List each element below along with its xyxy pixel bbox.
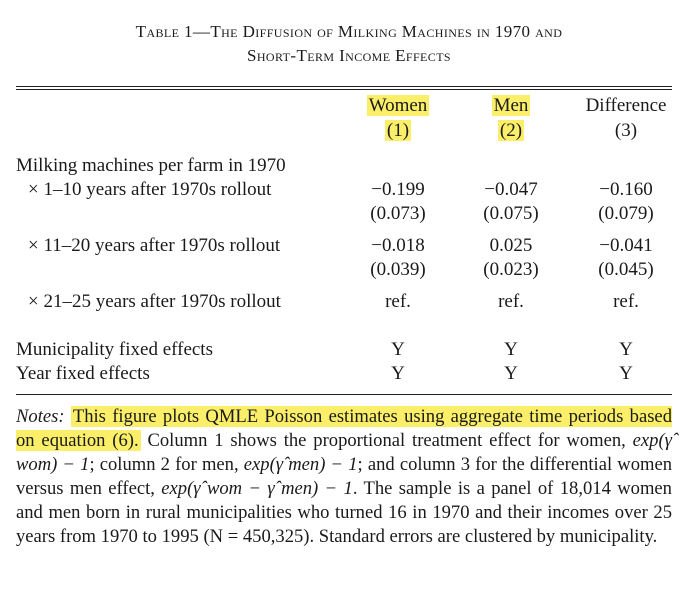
se-diff-11-20: (0.045) (598, 259, 654, 280)
col-header-women: Women (366, 95, 430, 116)
notes-text-a: Column 1 shows the proportional treatmen… (147, 430, 626, 451)
ref-men-21-25: ref. (498, 291, 524, 312)
notes-text-b: ; column 2 for men, (89, 454, 239, 475)
municipality-fe-label: Municipality fixed effects (16, 339, 213, 360)
notes-prefix: Notes: (16, 406, 65, 427)
formula-women: exp(γ̂ wom) − 1 (16, 430, 672, 475)
table-notes: Notes: This figure plots QMLE Poisson es… (16, 405, 672, 549)
coef-diff-11-20: −0.041 (599, 235, 653, 256)
col-number-2: (2) (497, 120, 525, 141)
ref-women-21-25: ref. (385, 291, 411, 312)
table-title-line-1: Table 1—The Diffusion of Milking Machine… (135, 22, 563, 41)
ref-diff-21-25: ref. (613, 291, 639, 312)
coef-men-11-20: 0.025 (489, 235, 533, 256)
municipality-fe-men: Y (504, 339, 518, 360)
se-women-11-20: (0.039) (370, 259, 426, 280)
se-women-1-10: (0.073) (370, 203, 426, 224)
formula-diff: exp(γ̂ wom − γ̂ men) − 1 (161, 478, 353, 499)
se-diff-1-10: (0.079) (598, 203, 654, 224)
section-label: Milking machines per farm in 1970 (16, 155, 286, 176)
notes-text-c: ; and column 3 for the differential wome… (16, 454, 673, 499)
col-number-1: (1) (384, 120, 412, 141)
row-label-21-25: × 21–25 years after 1970s rollout (28, 291, 281, 312)
year-fe-women: Y (391, 363, 405, 384)
bottom-rule (16, 394, 672, 395)
col-header-men: Men (491, 95, 531, 116)
row-label-11-20: × 11–20 years after 1970s rollout (28, 235, 281, 256)
year-fe-diff: Y (619, 363, 633, 384)
formula-men: exp(γ̂ men) − 1 (243, 454, 358, 475)
municipality-fe-diff: Y (619, 339, 633, 360)
municipality-fe-women: Y (391, 339, 405, 360)
year-fe-men: Y (504, 363, 518, 384)
coef-women-11-20: −0.018 (371, 235, 425, 256)
se-men-11-20: (0.023) (483, 259, 539, 280)
notes-text-d: . The sample is a panel of 18,014 women … (16, 478, 672, 547)
col-header-difference: Difference (585, 95, 667, 116)
coef-diff-1-10: −0.160 (599, 179, 653, 200)
top-rule-2 (16, 89, 672, 90)
table-title-line-2: Short-Term Income Effects (246, 46, 452, 65)
coef-men-1-10: −0.047 (484, 179, 538, 200)
year-fe-label: Year fixed effects (16, 363, 150, 384)
row-label-1-10: × 1–10 years after 1970s rollout (28, 179, 272, 200)
se-men-1-10: (0.075) (483, 203, 539, 224)
top-rule-1 (16, 86, 672, 87)
col-number-3: (3) (614, 120, 638, 141)
coef-women-1-10: −0.199 (371, 179, 425, 200)
table-title: Table 1—The Diffusion of Milking Machine… (0, 20, 698, 68)
